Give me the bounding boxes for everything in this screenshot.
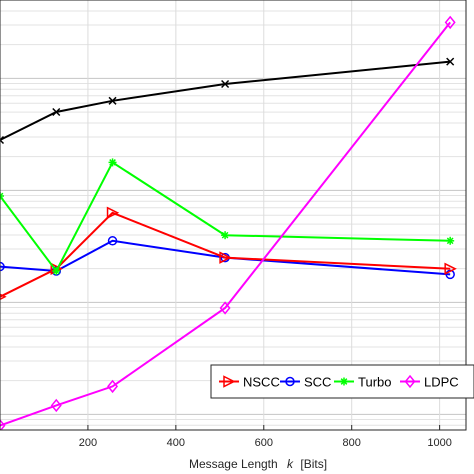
- legend-label: SCC: [304, 375, 331, 390]
- data-point: [52, 267, 61, 276]
- data-point: [446, 57, 455, 66]
- legend-item-nscc: NSCC: [219, 375, 280, 390]
- marker-stroke: [109, 159, 116, 166]
- x-tick-label: 600: [255, 437, 273, 449]
- plot-frame: [0, 0, 467, 431]
- marker-stroke: [446, 237, 454, 245]
- data-point: [0, 261, 5, 272]
- data-point: [221, 79, 230, 89]
- legend-item-turbo: Turbo: [334, 375, 391, 390]
- series-line: [0, 211, 451, 298]
- x-axis-variable: k: [287, 457, 294, 471]
- x-tick-label: 200: [79, 437, 97, 449]
- legend-label: LDPC: [424, 375, 459, 390]
- marker-stroke: [52, 107, 61, 117]
- marker-stroke: [0, 135, 5, 142]
- data-point: [446, 236, 455, 245]
- marker-stroke: [340, 378, 348, 385]
- series-turbo: [0, 158, 455, 276]
- data-point: [50, 398, 62, 413]
- legend-label: NSCC: [243, 375, 280, 390]
- data-point: [223, 375, 236, 388]
- series-line: [0, 21, 451, 427]
- x-axis-unit: [Bits]: [300, 457, 327, 471]
- marker-stroke: [221, 79, 230, 89]
- marker-stroke: [52, 267, 60, 275]
- series-nscc: [0, 206, 457, 301]
- data-point: [106, 206, 120, 220]
- legend-label: Turbo: [358, 375, 391, 390]
- data-point: [0, 135, 5, 145]
- data-point: [107, 236, 118, 246]
- data-point: [108, 96, 117, 105]
- x-tick-label: 1000: [427, 437, 451, 449]
- x-axis-label: Message Length: [189, 457, 278, 471]
- legend-item-scc: SCC: [280, 375, 331, 390]
- x-axis: 200 400 600 800 1000: [79, 425, 452, 449]
- marker-stroke: [446, 57, 455, 66]
- data-point: [219, 251, 232, 264]
- data-point: [404, 374, 416, 389]
- marker-stroke: [108, 96, 117, 105]
- legend: NSCC SCC Turbo LDPC: [210, 364, 474, 399]
- marker-stroke: [0, 192, 4, 198]
- legend-item-ldpc: LDPC: [400, 375, 459, 390]
- data-point: [285, 376, 295, 387]
- marker-stroke: [221, 231, 229, 239]
- series-group: [0, 15, 457, 430]
- data-point: [445, 269, 455, 280]
- data-point: [221, 231, 230, 240]
- series-ldpc: [0, 15, 456, 430]
- x-tick-label: 800: [343, 437, 361, 449]
- grid: [0, 0, 466, 430]
- marker-stroke: [0, 138, 5, 145]
- x-axis-title: Message Length k [Bits]: [189, 457, 327, 471]
- data-point: [107, 379, 119, 394]
- series-line: [0, 239, 451, 276]
- data-point: [52, 107, 61, 117]
- data-point: [340, 377, 348, 386]
- data-point: [108, 158, 117, 167]
- data-point: [444, 15, 456, 30]
- data-point: [0, 418, 6, 430]
- x-tick-label: 400: [167, 437, 185, 449]
- data-point: [444, 262, 457, 276]
- marker-stroke: [0, 194, 4, 200]
- series-unlabeled: [0, 57, 455, 145]
- data-point: [219, 301, 231, 315]
- plot-area: [0, 15, 457, 430]
